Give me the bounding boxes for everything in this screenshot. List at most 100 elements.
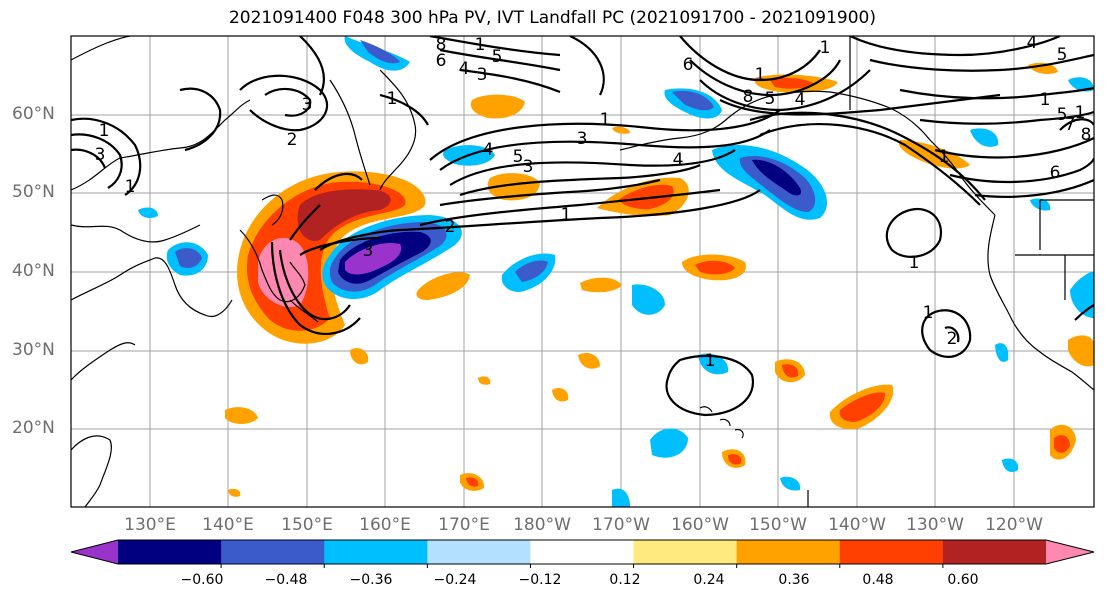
- lon-label: 150°E: [281, 515, 333, 535]
- anomaly-positive-sm6: [478, 376, 491, 385]
- contour-label: 3: [477, 65, 488, 85]
- contour-label: 1: [820, 38, 831, 58]
- anomaly-positive-baja: [1068, 335, 1094, 367]
- anomaly-red-midpac: [695, 260, 735, 275]
- contour-label: 1: [909, 253, 920, 273]
- lat-label: 50°N: [12, 182, 55, 202]
- anomaly-positive-east-midpac: [580, 277, 622, 293]
- gridlines: [71, 36, 1094, 507]
- contour-label: 3: [95, 145, 106, 165]
- contour-label: 1: [475, 35, 486, 55]
- colorbar-tick-label: 0.12: [609, 572, 641, 588]
- anomaly-purple-main: [345, 242, 402, 275]
- anomaly-darkred-main: [297, 189, 391, 241]
- contour-label: 6: [436, 51, 447, 71]
- contour-label: 6: [683, 55, 694, 75]
- contour-label: 7: [1065, 115, 1076, 135]
- contour-label: 8: [436, 35, 447, 55]
- anomaly-navy-gulf: [752, 159, 802, 196]
- colorbar-tick-label: −0.12: [518, 572, 562, 588]
- anomaly-negative-mid3: [698, 353, 729, 375]
- anomaly-negative-canada: [970, 128, 999, 147]
- anomaly-red-sub: [839, 392, 886, 422]
- anomaly-positive-sm4: [552, 388, 569, 402]
- pv-contours: [71, 36, 1094, 417]
- contour-label: 5: [1057, 105, 1068, 125]
- contour-label: 8: [743, 87, 754, 107]
- contour-label: 5: [492, 47, 503, 67]
- contour-label: 8: [1081, 125, 1092, 145]
- lon-label: 130°W: [906, 515, 964, 535]
- anomaly-negative-sm3: [612, 488, 630, 507]
- anomaly-negative-baja2: [995, 343, 1009, 362]
- anomaly-negative-canada2: [1068, 77, 1094, 92]
- lon-label: 160°E: [359, 515, 411, 535]
- colorbar-tick-label: 0.24: [693, 572, 725, 588]
- contour-label: 4: [459, 59, 470, 79]
- lat-label: 30°N: [12, 340, 55, 360]
- contour-label: 1: [125, 177, 136, 197]
- contour-label: 5: [1057, 45, 1068, 65]
- colorbar-tick-label: −0.36: [349, 572, 393, 588]
- anomaly-positive-sm7: [228, 488, 241, 497]
- contour-label: 6: [1050, 163, 1061, 183]
- anomaly-red-hawaii: [728, 454, 742, 465]
- contour-label: 2: [947, 329, 958, 349]
- contour-label: 5: [513, 147, 524, 167]
- lon-label: 120°W: [985, 515, 1043, 535]
- colorbar-tick-label: 0.60: [947, 572, 979, 588]
- anomaly-red-arctic: [770, 77, 815, 89]
- anomaly-positive-sm8: [612, 126, 630, 134]
- contour-label: 2: [445, 217, 456, 237]
- contour-label: 4: [483, 140, 494, 160]
- lon-label: 160°W: [671, 515, 729, 535]
- anomaly-negative-hawaii: [650, 428, 688, 458]
- anomaly-positive-okhotsk2: [470, 94, 525, 119]
- contour-label: 1: [600, 110, 611, 130]
- anomaly-negative-sm1: [1002, 458, 1019, 472]
- contour-label: 4: [795, 90, 806, 110]
- lon-label: 150°W: [749, 515, 807, 535]
- contour-label: 1: [561, 205, 572, 225]
- map-title: 2021091400 F048 300 hPa PV, IVT Landfall…: [228, 8, 876, 28]
- anomaly-red-se: [1054, 435, 1070, 453]
- anomaly-negative-sm2: [780, 476, 801, 491]
- anomaly-negative-calif: [1070, 271, 1094, 318]
- contour-label: 4: [673, 150, 684, 170]
- anomaly-blue-aleut: [672, 90, 714, 111]
- contour-label: 4: [1027, 33, 1038, 53]
- colorbar-tick-label: −0.24: [433, 572, 477, 588]
- lat-label: 20°N: [12, 418, 55, 438]
- anomaly-positive-sm1: [225, 407, 258, 424]
- lon-label: 170°W: [592, 515, 650, 535]
- contour-label: 1: [939, 147, 950, 167]
- anomaly-blue-sw: [175, 248, 202, 268]
- colorbar-tick-label: −0.48: [264, 572, 308, 588]
- lon-label: 140°E: [202, 515, 254, 535]
- map-frame: [70, 35, 1095, 508]
- contour-label: 1: [1040, 90, 1051, 110]
- colorbar-tick-label: 0.36: [778, 572, 810, 588]
- contour-label: 3: [363, 241, 374, 261]
- colorbar-tick-label: −0.60: [180, 572, 224, 588]
- contour-labels: 1 3 2 1 3 4 1 1 3 4 5 3 4 5 1 2 3 1 1 8 …: [95, 33, 1092, 371]
- anomaly-negative-sm4: [138, 207, 158, 218]
- contour-label: 1: [99, 121, 110, 141]
- lat-label: 40°N: [12, 261, 55, 281]
- anomaly-positive-kamchatka: [487, 173, 540, 201]
- contour-label: 1: [387, 89, 398, 109]
- anomaly-blue-midpac: [515, 260, 548, 282]
- contour-label: 1: [1075, 103, 1086, 123]
- anomaly-red-bering: [618, 184, 674, 210]
- lat-label: 60°N: [12, 104, 55, 124]
- lon-label: 170°E: [438, 515, 490, 535]
- contour-label: 1: [705, 351, 716, 371]
- contour-label: 3: [577, 129, 588, 149]
- contour-label: 3: [523, 157, 534, 177]
- anomaly-positive-sm3: [578, 353, 600, 369]
- colorbar-tick-label: 0.48: [862, 572, 894, 588]
- anomaly-blue-north: [360, 40, 400, 64]
- anomaly-red-sm2: [466, 477, 479, 487]
- lon-label: 180°W: [513, 515, 571, 535]
